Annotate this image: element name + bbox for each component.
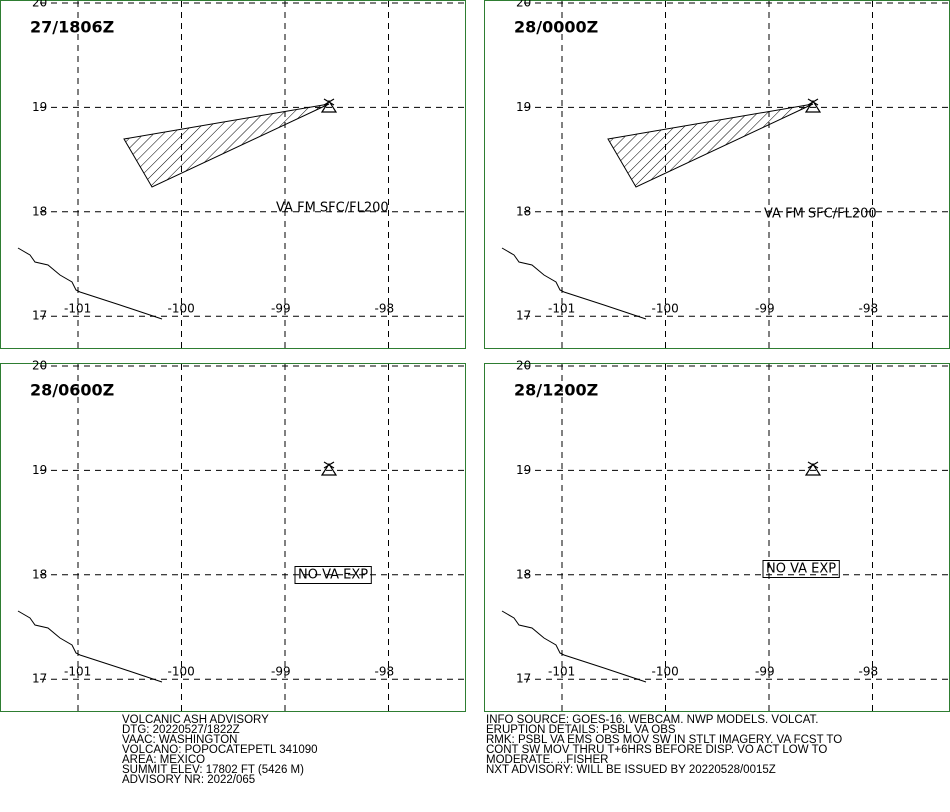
- advisory-line: RMK: PSBL VA EMS OBS MOV SW IN STLT IMAG…: [486, 734, 843, 746]
- advisory-line: NXT ADVISORY: WILL BE ISSUED BY 20220528…: [486, 764, 776, 776]
- lat-label: 17: [516, 309, 531, 323]
- lat-label: 17: [32, 672, 47, 686]
- advisory-line: ADVISORY NR: 2022/065: [122, 774, 256, 786]
- advisory-line: VOLCANIC ASH ADVISORY: [122, 714, 269, 726]
- panel-border: [0, 0, 466, 349]
- lat-label: 20: [516, 359, 531, 373]
- valid-time: 28/0600Z: [30, 381, 114, 400]
- annotation: NO VA EXP: [766, 562, 836, 577]
- advisory-line: VOLCANO: POPOCATEPETL 341090: [122, 744, 318, 756]
- advisory-line: SUMMIT ELEV: 17802 FT (5426 M): [122, 764, 304, 776]
- annotation-box: [762, 560, 840, 578]
- map-panel: 20 19 18 17 -101 -100 -99 -98 28/0600Z NO VA EXP: [0, 359, 466, 712]
- volcano-symbol: [320, 98, 338, 113]
- lat-label: 20: [32, 0, 47, 10]
- lat-label: 18: [32, 567, 47, 581]
- lon-label: -100: [652, 665, 679, 679]
- lon-label: -100: [168, 302, 195, 316]
- coastline: [501, 247, 647, 320]
- lon-label: -100: [168, 665, 195, 679]
- lat-label: 17: [516, 672, 531, 686]
- lon-label: -99: [755, 665, 775, 679]
- coastline: [17, 610, 163, 683]
- advisory-line: INFO SOURCE: GOES-16. WEBCAM. NWP MODELS…: [486, 714, 819, 726]
- lat-label: 18: [32, 204, 47, 218]
- ash-area: [607, 103, 814, 188]
- lon-label: -98: [375, 665, 395, 679]
- map-panel: 20 19 18 17 -101 -100 -99 -98 28/0000Z VA FM SFC/…: [484, 0, 950, 349]
- volcano-symbol: [804, 98, 822, 113]
- lat-label: 20: [516, 0, 531, 10]
- lon-label: -101: [548, 665, 575, 679]
- annotation: VA FM SFC/FL200: [276, 201, 389, 216]
- lat-label: 19: [32, 100, 47, 114]
- coastline: [501, 610, 647, 683]
- volcano-symbol: [804, 461, 822, 476]
- volcano-symbol: [320, 461, 338, 476]
- annotation: VA FM SFC/FL200: [764, 207, 877, 222]
- coastline: [17, 247, 163, 320]
- lon-label: -101: [548, 302, 575, 316]
- map-panel: 20 19 18 17 -101 -100 -99 -98 28/1200Z NO VA EXP: [484, 359, 950, 712]
- lon-label: -98: [375, 302, 395, 316]
- lat-label: 18: [516, 567, 531, 581]
- annotation-box: [294, 566, 372, 584]
- lon-label: -101: [64, 302, 91, 316]
- advisory-line: CONT SW MOV THRU T+6HRS BEFORE DISP. VO …: [486, 744, 828, 756]
- lat-label: 19: [516, 100, 531, 114]
- valid-time: 27/1806Z: [30, 18, 114, 37]
- lon-label: -100: [652, 302, 679, 316]
- panel-border: [0, 363, 466, 712]
- advisory-right: INFO SOURCE: GOES-16. WEBCAM. NWP MODELS…: [486, 714, 843, 776]
- advisory-line: MODERATE. ...FISHER: [486, 754, 609, 766]
- ash-area: [123, 103, 330, 188]
- lon-label: -99: [271, 665, 291, 679]
- panel-border: [484, 0, 950, 349]
- lat-label: 19: [32, 463, 47, 477]
- map-panels: 20 19 18 17 -101 -100 -99 -98 27/1806Z VA FM SFC/…: [0, 0, 950, 712]
- lat-label: 17: [32, 309, 47, 323]
- advisory-line: ERUPTION DETAILS: PSBL VA OBS: [486, 724, 676, 736]
- advisory-left: VOLCANIC ASH ADVISORY DTG: 20220527/1822Z…: [122, 714, 318, 786]
- valid-time: 28/0000Z: [514, 18, 598, 37]
- map-panel: 20 19 18 17 -101 -100 -99 -98 27/1806Z VA FM SFC/…: [0, 0, 466, 349]
- lon-label: -98: [859, 302, 879, 316]
- annotation: NO VA EXP: [298, 568, 368, 583]
- lat-label: 18: [516, 204, 531, 218]
- lon-label: -99: [271, 302, 291, 316]
- advisory-line: VAAC: WASHINGTON: [122, 734, 238, 746]
- lon-label: -99: [755, 302, 775, 316]
- valid-time: 28/1200Z: [514, 381, 598, 400]
- advisory-line: DTG: 20220527/1822Z: [122, 724, 240, 736]
- lon-label: -101: [64, 665, 91, 679]
- lon-label: -98: [859, 665, 879, 679]
- panel-border: [484, 363, 950, 712]
- advisory-line: AREA: MEXICO: [122, 754, 206, 766]
- lat-label: 19: [516, 463, 531, 477]
- lat-label: 20: [32, 359, 47, 373]
